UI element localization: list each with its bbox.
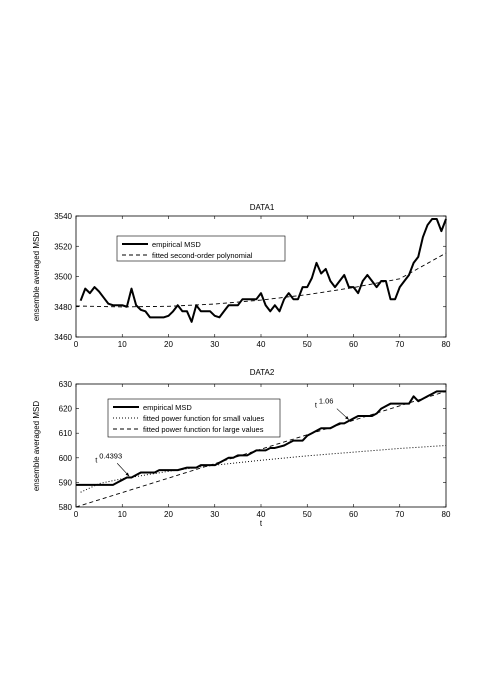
x-tick-label: 0 bbox=[74, 340, 79, 349]
legend: empirical MSD fitted second-order polyno… bbox=[116, 235, 286, 262]
x-tick-label: 70 bbox=[395, 510, 404, 519]
y-axis-label: ensemble averaged MSD bbox=[32, 231, 41, 321]
x-tick-label: 30 bbox=[210, 340, 219, 349]
y-tick-label: 610 bbox=[59, 429, 73, 438]
x-tick-label: 20 bbox=[164, 340, 173, 349]
chart-title: DATA2 bbox=[250, 368, 275, 377]
legend-label-empirical: empirical MSD bbox=[152, 240, 201, 249]
x-tick-label: 70 bbox=[395, 340, 404, 349]
axis-ticks: 0 10 20 30 40 50 60 70 80 3460 3480 3500 3520 3540 bbox=[54, 212, 451, 349]
plot-area bbox=[75, 215, 447, 338]
legend-label-fitted: fitted second-order polynomial bbox=[152, 251, 253, 260]
series-line-1 bbox=[76, 390, 446, 486]
series-line-3 bbox=[75, 390, 447, 508]
x-tick-label: 10 bbox=[118, 340, 127, 349]
y-tick-label: 620 bbox=[59, 405, 73, 414]
y-tick-label: 580 bbox=[59, 503, 73, 512]
y-tick-label: 3520 bbox=[54, 242, 72, 251]
y-tick-label: 630 bbox=[59, 380, 73, 389]
legend-label-large: fitted power function for large values bbox=[143, 425, 264, 434]
x-axis-label: t bbox=[260, 519, 263, 528]
series-layer bbox=[75, 390, 447, 508]
series-layer bbox=[75, 218, 447, 323]
chart-title: DATA1 bbox=[250, 203, 275, 212]
annotation-label: t bbox=[315, 401, 318, 410]
y-tick-label: 3460 bbox=[54, 333, 72, 342]
x-tick-label: 20 bbox=[164, 510, 173, 519]
x-tick-label: 0 bbox=[74, 510, 79, 519]
x-tick-label: 60 bbox=[349, 510, 358, 519]
subplot-data2: DATA2 ensemble averaged MSD t 0 10 20 30 40 5… bbox=[32, 368, 451, 528]
x-tick-label: 50 bbox=[303, 340, 312, 349]
subplot-data1: DATA1 ensemble averaged MSD 0 10 20 30 40 50 6… bbox=[32, 203, 451, 349]
y-tick-label: 3480 bbox=[54, 303, 72, 312]
y-tick-label: 3540 bbox=[54, 212, 72, 221]
y-tick-label: 590 bbox=[59, 478, 73, 487]
x-tick-label: 40 bbox=[257, 340, 266, 349]
y-tick-label: 3500 bbox=[54, 273, 72, 282]
legend-box bbox=[116, 235, 286, 262]
y-tick-label: 600 bbox=[59, 454, 73, 463]
annotation-arrowhead bbox=[345, 416, 349, 420]
x-tick-label: 80 bbox=[442, 340, 451, 349]
y-axis-label: ensemble averaged MSD bbox=[32, 401, 41, 491]
annotation-arrowhead bbox=[125, 472, 130, 477]
annotation-label: t bbox=[95, 455, 98, 464]
legend-label-empirical: empirical MSD bbox=[143, 403, 192, 412]
legend-box bbox=[107, 398, 281, 438]
legend: empirical MSD fitted power function for … bbox=[107, 398, 281, 438]
x-tick-label: 10 bbox=[118, 510, 127, 519]
x-tick-label: 60 bbox=[349, 340, 358, 349]
x-tick-label: 50 bbox=[303, 510, 312, 519]
series-line-1 bbox=[79, 218, 447, 323]
legend-label-small: fitted power function for small values bbox=[143, 414, 265, 423]
x-tick-label: 80 bbox=[442, 510, 451, 519]
annotation-exponent: 0.4393 bbox=[99, 451, 122, 460]
x-tick-label: 30 bbox=[210, 510, 219, 519]
series-line-2 bbox=[80, 445, 447, 493]
annotation-exponent: 1.06 bbox=[319, 397, 334, 406]
axis-ticks: 0 10 20 30 40 50 60 70 80 580 590 600 610 620 630 bbox=[59, 380, 451, 519]
x-tick-label: 40 bbox=[257, 510, 266, 519]
series-line-2 bbox=[75, 252, 447, 308]
